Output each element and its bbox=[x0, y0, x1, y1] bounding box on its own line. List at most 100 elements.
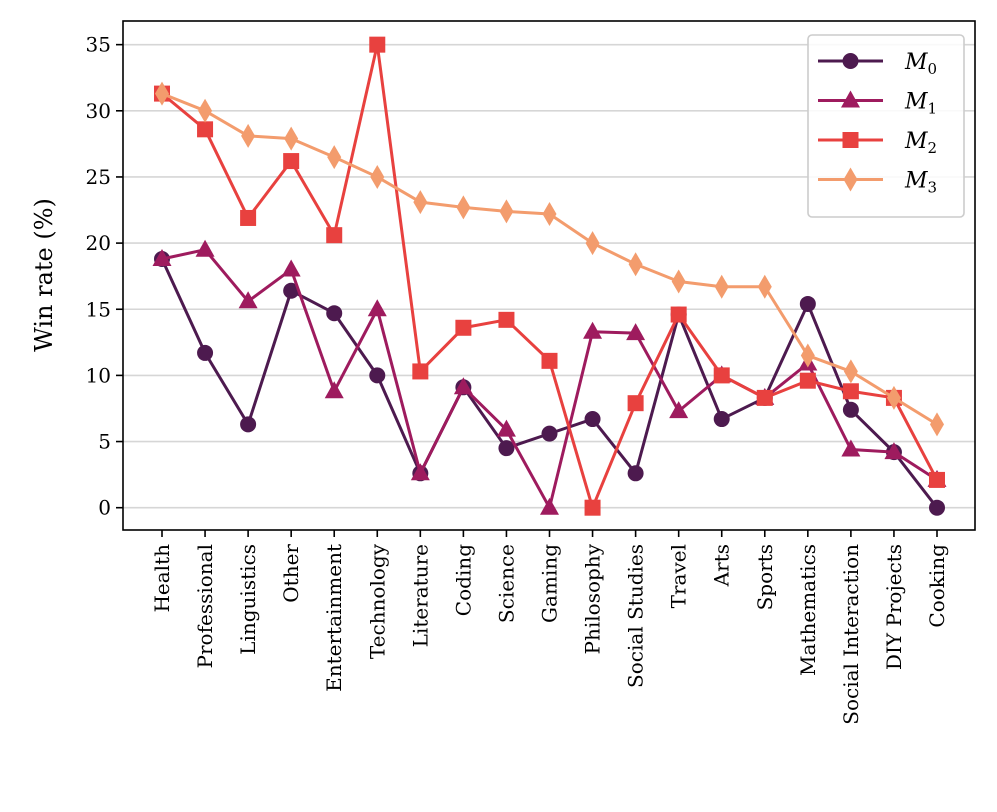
data-point-diamond bbox=[284, 126, 299, 151]
x-tick-label: Technology bbox=[365, 543, 389, 659]
data-point-triangle bbox=[841, 439, 861, 457]
y-tick-label: 0 bbox=[98, 496, 111, 520]
data-point-square bbox=[498, 311, 515, 328]
x-tick-label: Entertainment bbox=[322, 544, 346, 692]
series-m3 bbox=[155, 81, 944, 437]
series-group bbox=[152, 36, 947, 516]
data-point-circle bbox=[197, 344, 214, 361]
x-tick-label: Science bbox=[494, 544, 518, 623]
x-tick-label: Philosophy bbox=[581, 543, 605, 654]
y-axis: 0 5 10 15 20 25 30 35 bbox=[86, 33, 123, 520]
x-tick-label: Professional bbox=[193, 544, 217, 668]
x-tick-label: Gaming bbox=[538, 544, 562, 623]
data-point-diamond bbox=[585, 231, 600, 256]
data-point-diamond bbox=[241, 123, 256, 148]
data-point-triangle bbox=[281, 259, 301, 277]
x-tick-label: Cooking bbox=[925, 544, 949, 628]
x-tick-label: Other bbox=[279, 544, 303, 603]
data-point-diamond bbox=[499, 199, 514, 224]
legend-box bbox=[807, 34, 965, 218]
x-tick-label: Literature bbox=[408, 544, 432, 647]
x-tick-label: Arts bbox=[710, 544, 734, 587]
data-point-diamond bbox=[843, 167, 858, 192]
legend-entry-m3: M3 bbox=[818, 167, 937, 197]
data-point-square bbox=[584, 499, 601, 516]
data-point-circle bbox=[326, 305, 343, 322]
data-point-circle bbox=[283, 282, 300, 299]
data-point-circle bbox=[584, 411, 601, 428]
data-point-circle bbox=[240, 416, 257, 433]
data-point-circle bbox=[498, 440, 515, 457]
data-point-triangle bbox=[410, 463, 430, 481]
x-tick-label: Linguistics bbox=[236, 544, 260, 655]
x-tick-label: Social Studies bbox=[624, 544, 648, 688]
data-point-diamond bbox=[886, 385, 901, 410]
data-point-diamond bbox=[843, 359, 858, 384]
data-point-square bbox=[799, 372, 816, 389]
data-point-circle bbox=[713, 411, 730, 428]
data-point-diamond bbox=[542, 201, 557, 226]
y-tick-label: 5 bbox=[98, 430, 111, 454]
data-point-square bbox=[929, 471, 945, 488]
data-point-triangle bbox=[841, 90, 860, 108]
data-point-triangle bbox=[496, 419, 516, 437]
data-point-square bbox=[756, 389, 773, 406]
data-point-square bbox=[842, 132, 859, 148]
data-point-triangle bbox=[324, 381, 344, 399]
data-point-diamond bbox=[413, 190, 428, 215]
data-point-square bbox=[842, 383, 859, 400]
data-point-diamond bbox=[198, 98, 213, 123]
data-point-triangle bbox=[540, 497, 559, 515]
series-m1 bbox=[152, 239, 947, 515]
data-point-diamond bbox=[671, 269, 686, 294]
data-point-square bbox=[326, 227, 343, 244]
y-tick-label: 15 bbox=[86, 297, 111, 321]
x-tick-label: Sports bbox=[753, 544, 777, 610]
data-point-square bbox=[455, 319, 472, 336]
data-point-diamond bbox=[800, 343, 815, 368]
data-point-square bbox=[283, 153, 300, 170]
data-point-square bbox=[240, 209, 257, 226]
data-point-circle bbox=[799, 295, 816, 312]
x-axis: Health Professional Linguistics Other Entert… bbox=[150, 530, 949, 725]
data-point-diamond bbox=[370, 164, 385, 189]
y-tick-label: 25 bbox=[86, 165, 111, 189]
series-line bbox=[161, 248, 938, 510]
x-tick-label: Mathematics bbox=[796, 544, 820, 676]
data-point-circle bbox=[842, 401, 859, 418]
y-tick-label: 30 bbox=[86, 99, 111, 123]
data-point-diamond bbox=[757, 274, 772, 299]
series-m0 bbox=[154, 250, 945, 516]
data-point-square bbox=[670, 306, 687, 323]
data-point-circle bbox=[929, 499, 945, 516]
data-point-square bbox=[369, 36, 386, 53]
x-tick-label: Travel bbox=[667, 544, 691, 608]
y-tick-label: 20 bbox=[86, 231, 111, 255]
data-point-diamond bbox=[714, 274, 729, 299]
data-point-triangle bbox=[626, 323, 646, 341]
data-point-diamond bbox=[456, 195, 471, 220]
data-point-square bbox=[713, 367, 730, 384]
data-point-circle bbox=[369, 367, 386, 384]
data-point-triangle bbox=[367, 299, 387, 317]
data-point-diamond bbox=[327, 145, 342, 170]
data-point-triangle bbox=[195, 239, 215, 257]
x-tick-label: Health bbox=[150, 544, 174, 613]
data-point-circle bbox=[627, 465, 644, 482]
data-point-square bbox=[197, 121, 214, 138]
data-point-circle bbox=[842, 53, 859, 69]
data-point-triangle bbox=[669, 401, 689, 419]
x-tick-label: Coding bbox=[451, 544, 475, 616]
data-point-square bbox=[412, 363, 429, 380]
data-point-triangle bbox=[238, 291, 258, 309]
y-tick-label: 10 bbox=[86, 363, 111, 387]
data-point-diamond bbox=[628, 252, 643, 277]
series-m2 bbox=[154, 36, 945, 516]
data-point-triangle bbox=[884, 442, 904, 460]
data-point-diamond bbox=[155, 81, 169, 106]
data-point-circle bbox=[541, 425, 558, 442]
x-tick-label: Social Interaction bbox=[839, 544, 863, 725]
data-point-diamond bbox=[930, 412, 944, 437]
